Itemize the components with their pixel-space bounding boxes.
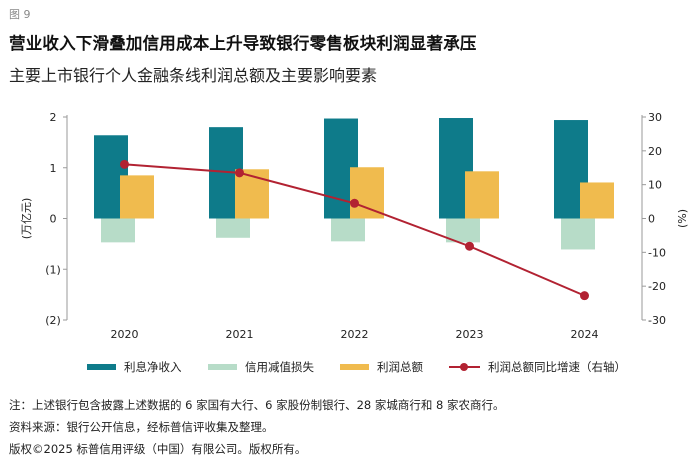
bar-credit-impairment — [561, 218, 595, 250]
point-profit-growth — [465, 241, 474, 251]
bar-total-profit — [580, 182, 614, 219]
footnote-source: 资料来源：银行公开信息，经标普信评收集及整理。 — [9, 420, 274, 434]
footnote-note: 注：上述银行包含披露上述数据的 6 家国有大行、6 家股份制银行、28 家城商行… — [9, 398, 505, 412]
left-axis-tick-label: 2 — [50, 111, 57, 124]
legend-item-total-profit: 利润总额 — [340, 359, 423, 375]
bar-total-profit — [120, 175, 154, 219]
bar-credit-impairment — [216, 218, 250, 238]
left-axis-tick-label: 0 — [50, 213, 57, 226]
bar-total-profit — [350, 167, 384, 219]
right-axis-title: (%) — [676, 209, 689, 228]
point-profit-growth — [120, 159, 129, 169]
legend-label-credit-impairment: 信用减值损失 — [245, 360, 314, 374]
legend-item-credit-impairment: 信用减值损失 — [208, 359, 314, 375]
x-axis-category-label: 2020 — [111, 328, 139, 341]
left-axis-title: (万亿元) — [20, 198, 33, 240]
bar-total-profit — [465, 171, 499, 219]
right-axis-tick-label: 0 — [648, 213, 655, 226]
x-axis-category-label: 2024 — [571, 328, 599, 341]
left-axis-tick-label: (1) — [45, 263, 61, 276]
legend-swatch-credit-impairment — [208, 364, 237, 370]
chart-subtitle: 主要上市银行个人金融条线利润总额及主要影响要素 — [9, 66, 378, 85]
legend-marker-profit-growth — [460, 363, 468, 371]
x-axis-category-label: 2021 — [226, 328, 254, 341]
point-profit-growth — [235, 168, 244, 178]
legend-label-net-interest-income: 利息净收入 — [124, 360, 182, 374]
left-axis-tick-label: (2) — [45, 314, 61, 327]
right-axis-tick-label: -10 — [648, 246, 666, 259]
bar-credit-impairment — [446, 218, 480, 243]
chart-legend: 利息净收入 信用减值损失 利润总额 利润总额同比增速（右轴） — [87, 359, 687, 375]
x-axis-category-label: 2022 — [341, 328, 369, 341]
legend-item-profit-growth: 利润总额同比增速（右轴） — [449, 359, 626, 375]
legend-line-profit-growth — [449, 363, 480, 371]
legend-swatch-total-profit — [340, 364, 369, 370]
footnote-copyright: 版权©2025 标普信用评级（中国）有限公司。版权所有。 — [9, 442, 307, 456]
legend-swatch-net-interest-income — [87, 364, 116, 370]
point-profit-growth — [350, 198, 359, 208]
point-profit-growth — [580, 291, 589, 301]
bar-credit-impairment — [331, 218, 365, 242]
figure-label: 图 9 — [9, 8, 31, 21]
right-axis-tick-label: 10 — [648, 179, 662, 192]
chart-title: 营业收入下滑叠加信用成本上升导致银行零售板块利润显著承压 — [9, 34, 477, 53]
x-axis-category-label: 2023 — [456, 328, 484, 341]
right-axis-tick-label: 20 — [648, 145, 662, 158]
right-axis-tick-label: -30 — [648, 314, 666, 327]
bar-total-profit — [235, 169, 269, 219]
right-axis-tick-label: 30 — [648, 111, 662, 124]
right-axis-tick-label: -20 — [648, 280, 666, 293]
legend-item-net-interest-income: 利息净收入 — [87, 359, 182, 375]
bar-credit-impairment — [101, 218, 135, 243]
legend-label-profit-growth: 利润总额同比增速（右轴） — [488, 360, 626, 374]
legend-label-total-profit: 利润总额 — [377, 360, 423, 374]
left-axis-tick-label: 1 — [50, 162, 57, 175]
